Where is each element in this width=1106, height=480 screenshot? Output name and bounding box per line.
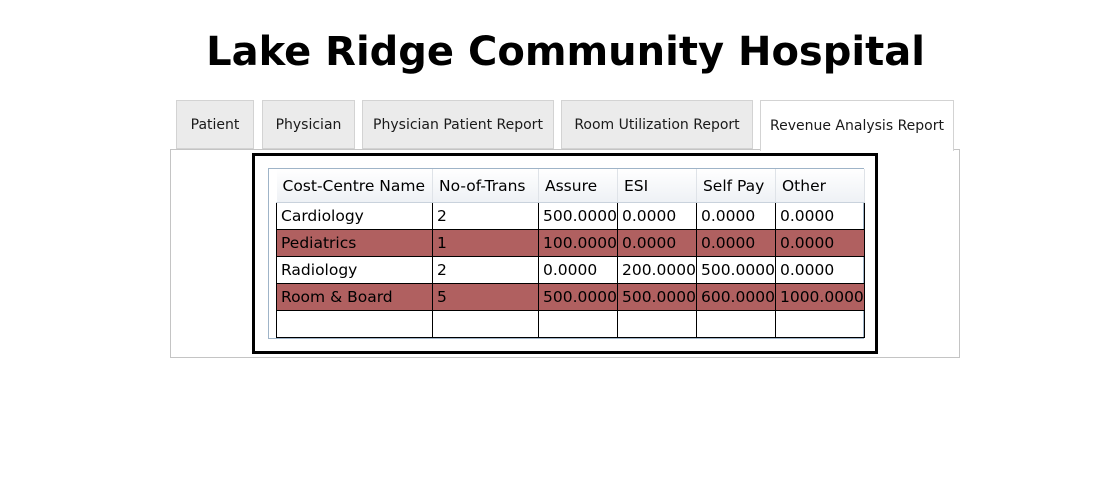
table-row[interactable]: Room & Board 5 500.0000 500.0000 600.000… — [276, 283, 865, 311]
column-header-other[interactable]: Other — [775, 169, 865, 203]
tab-physician-patient-report[interactable]: Physician Patient Report — [362, 100, 554, 149]
cell-no-of-trans[interactable]: 2 — [432, 202, 539, 230]
cell-no-of-trans[interactable]: 2 — [432, 256, 539, 284]
cell-cost-centre-name[interactable]: Room & Board — [276, 283, 433, 311]
cell-esi[interactable]: 0.0000 — [616, 202, 697, 230]
column-header-no-of-trans[interactable]: No-of-Trans — [432, 169, 539, 203]
tab-physician[interactable]: Physician — [262, 100, 355, 149]
cell-esi[interactable]: 0.0000 — [616, 229, 697, 257]
revenue-analysis-grid[interactable]: Cost-Centre Name No-of-Trans Assure ESI … — [276, 169, 865, 338]
new-row[interactable] — [276, 310, 865, 338]
tab-room-utilization-report[interactable]: Room Utilization Report — [561, 100, 753, 149]
table-row[interactable]: Pediatrics 1 100.0000 0.0000 0.0000 0.00… — [276, 229, 865, 257]
table-row[interactable]: Cardiology 2 500.0000 0.0000 0.0000 0.00… — [276, 202, 865, 230]
cell-new-other[interactable] — [774, 310, 865, 338]
cell-esi[interactable]: 200.0000 — [616, 256, 697, 284]
cell-new-self-pay[interactable] — [695, 310, 776, 338]
tab-strip: Patient Physician Physician Patient Repo… — [0, 0, 1106, 151]
cell-self-pay[interactable]: 0.0000 — [695, 202, 776, 230]
cell-other[interactable]: 0.0000 — [774, 229, 865, 257]
cell-no-of-trans[interactable]: 1 — [432, 229, 539, 257]
cell-assure[interactable]: 100.0000 — [538, 229, 618, 257]
cell-cost-centre-name[interactable]: Pediatrics — [276, 229, 433, 257]
cell-self-pay[interactable]: 0.0000 — [695, 229, 776, 257]
table-row[interactable]: Radiology 2 0.0000 200.0000 500.0000 0.0… — [276, 256, 865, 284]
cell-assure[interactable]: 500.0000 — [538, 202, 618, 230]
cell-new-no-of-trans[interactable] — [432, 310, 539, 338]
cell-new-esi[interactable] — [616, 310, 697, 338]
cell-assure[interactable]: 500.0000 — [538, 283, 618, 311]
app-title: Lake Ridge Community Hospital — [206, 29, 925, 75]
cell-self-pay[interactable]: 600.0000 — [695, 283, 776, 311]
cell-new-cost-centre-name[interactable] — [276, 310, 433, 338]
cell-assure[interactable]: 0.0000 — [538, 256, 618, 284]
cell-self-pay[interactable]: 500.0000 — [695, 256, 776, 284]
tab-patient[interactable]: Patient — [176, 100, 254, 149]
column-header-assure[interactable]: Assure — [538, 169, 618, 203]
cell-esi[interactable]: 500.0000 — [616, 283, 697, 311]
cell-other[interactable]: 0.0000 — [774, 202, 865, 230]
cell-cost-centre-name[interactable]: Cardiology — [276, 202, 433, 230]
cell-no-of-trans[interactable]: 5 — [432, 283, 539, 311]
cell-cost-centre-name[interactable]: Radiology — [276, 256, 433, 284]
grid-header-row: Cost-Centre Name No-of-Trans Assure ESI … — [276, 169, 865, 203]
cell-other[interactable]: 0.0000 — [774, 256, 865, 284]
column-header-esi[interactable]: ESI — [617, 169, 697, 203]
tab-revenue-analysis-report[interactable]: Revenue Analysis Report — [760, 100, 954, 151]
cell-other[interactable]: 1000.0000 — [774, 283, 865, 311]
cell-new-assure[interactable] — [538, 310, 618, 338]
column-header-cost-centre-name[interactable]: Cost-Centre Name — [276, 169, 433, 203]
column-header-self-pay[interactable]: Self Pay — [696, 169, 776, 203]
